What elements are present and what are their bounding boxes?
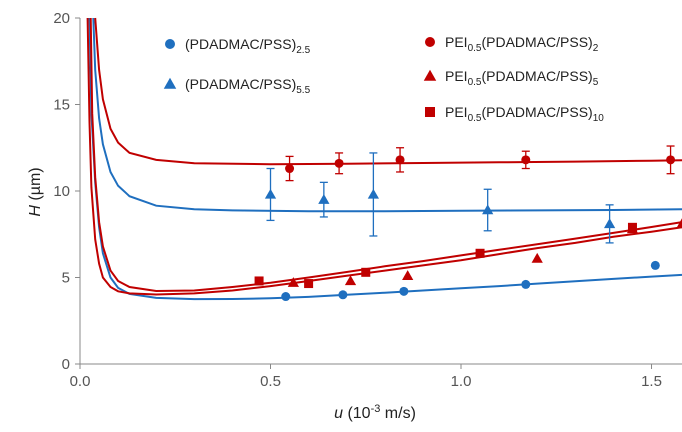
y-tick-label: 20 xyxy=(53,10,70,27)
y-tick-label: 0 xyxy=(62,356,70,373)
fit-curve-4 xyxy=(89,17,682,293)
legend-entry: PEI0.5(PDADMAC/PSS)2 xyxy=(445,34,599,54)
data-point xyxy=(304,279,314,289)
legend: (PDADMAC/PSS)2.5 (PDADMAC/PSS)5.5 PEI0.5(P… xyxy=(163,34,604,124)
x-axis-label: u (10-3 m/s) xyxy=(334,403,416,422)
data-point xyxy=(402,270,414,280)
legend-marker xyxy=(423,69,437,81)
legend-entry: PEI0.5(PDADMAC/PSS)10 xyxy=(445,104,604,124)
x-tick-label: 1.5 xyxy=(641,373,662,390)
data-point xyxy=(334,158,344,168)
legend-entry: PEI0.5(PDADMAC/PSS)5 xyxy=(445,68,599,88)
fit-curve-0 xyxy=(88,17,682,301)
data-point xyxy=(627,222,637,232)
data-point xyxy=(338,290,348,300)
data-point xyxy=(285,164,295,174)
legend-entry: (PDADMAC/PSS)2.5 xyxy=(185,36,311,56)
legend-marker xyxy=(425,107,435,117)
data-point xyxy=(475,248,485,258)
y-tick-label: 10 xyxy=(53,183,70,200)
legend-entry: (PDADMAC/PSS)5.5 xyxy=(185,76,311,96)
x-tick-label: 0.0 xyxy=(70,373,91,390)
data-point xyxy=(676,218,682,229)
y-axis-label: H (µm) xyxy=(27,167,44,216)
fit-curves xyxy=(86,17,682,301)
legend-marker xyxy=(165,39,175,49)
data-point xyxy=(395,155,405,165)
data-point xyxy=(603,218,616,229)
tick-labels: 0.0 0.5 1.0 1.5 0 5 10 15 20 xyxy=(53,10,662,390)
x-tick-label: 0.5 xyxy=(260,373,281,390)
legend-marker xyxy=(163,77,177,89)
data-point xyxy=(650,260,660,270)
fit-curve-1 xyxy=(92,17,682,213)
data-point xyxy=(264,188,277,199)
data-point xyxy=(287,277,299,287)
y-tick-label: 5 xyxy=(62,270,70,287)
fit-curve-2 xyxy=(94,17,682,166)
data-point xyxy=(318,194,330,204)
legend-marker xyxy=(425,37,435,47)
x-tick-label: 1.0 xyxy=(451,373,472,390)
data-point xyxy=(361,267,371,277)
data-point xyxy=(399,286,409,296)
data-point xyxy=(521,155,531,165)
data-point xyxy=(521,279,531,289)
data-point xyxy=(344,275,357,286)
data-points xyxy=(254,155,682,302)
data-point xyxy=(531,252,543,263)
y-tick-label: 15 xyxy=(53,97,70,114)
data-point xyxy=(666,155,676,165)
fit-curve-3 xyxy=(86,17,682,296)
data-point xyxy=(281,292,291,302)
axes xyxy=(75,17,682,369)
data-point xyxy=(254,276,264,286)
data-point xyxy=(482,204,494,215)
data-point xyxy=(367,188,380,199)
